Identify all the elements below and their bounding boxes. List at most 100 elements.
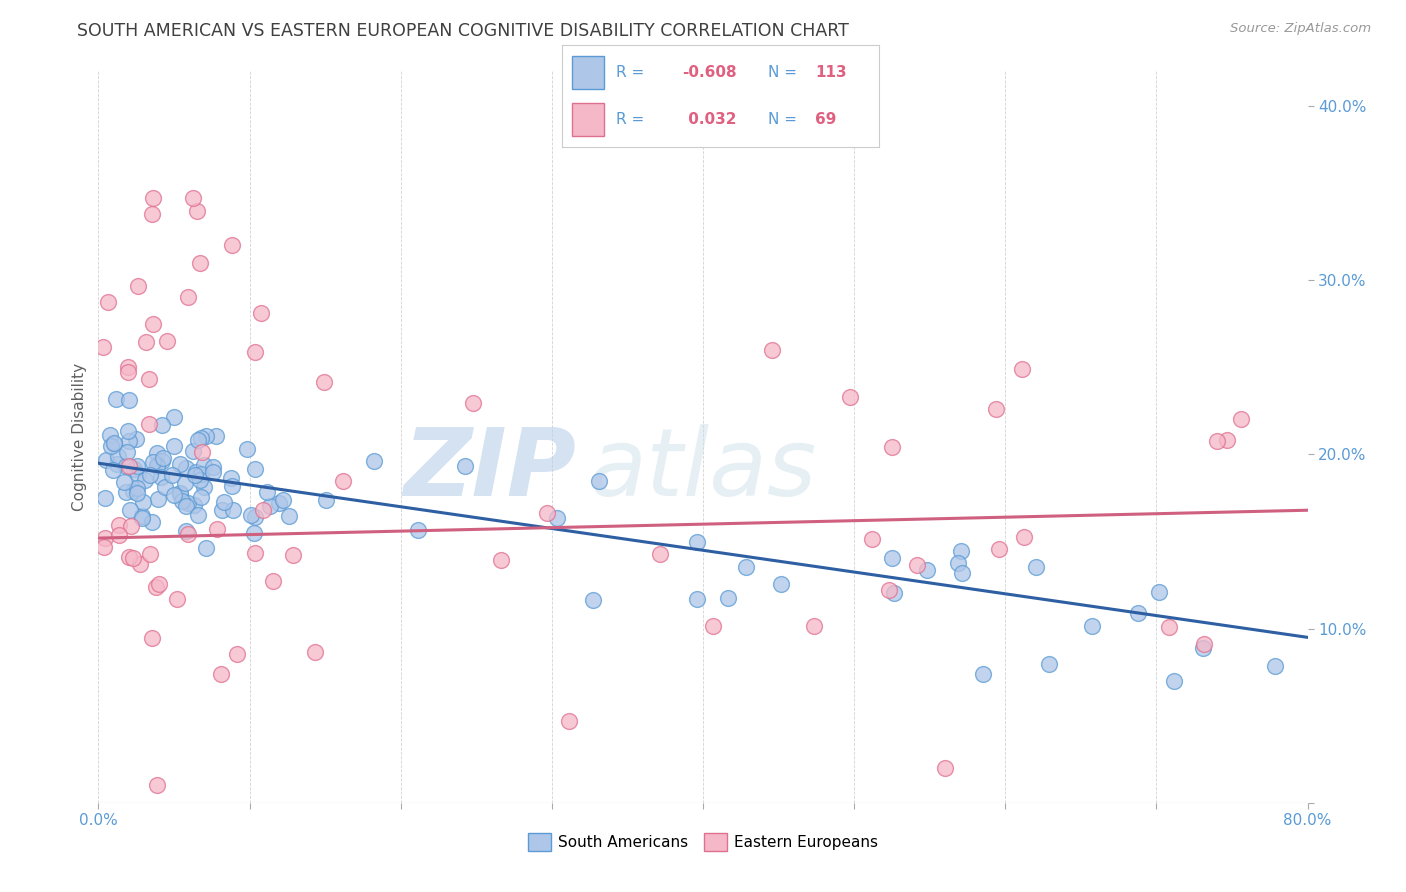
Point [187, 508, 209, 522]
Point [117, 359, 139, 374]
Point [115, 485, 138, 500]
Point [112, 475, 135, 489]
Point [132, 495, 155, 509]
Point [142, 455, 165, 469]
Point [648, 547, 671, 561]
Text: 113: 113 [815, 65, 846, 79]
Point [142, 191, 165, 205]
Point [177, 527, 200, 541]
Point [117, 365, 139, 379]
Point [120, 503, 142, 517]
Point [134, 473, 156, 487]
Text: 69: 69 [815, 112, 837, 127]
Point [187, 433, 209, 447]
Point [145, 580, 167, 594]
Point [181, 444, 204, 458]
Point [686, 535, 709, 549]
Point [186, 204, 208, 219]
Point [172, 494, 194, 508]
Point [934, 762, 956, 776]
Point [988, 542, 1011, 557]
Point [236, 442, 259, 456]
Point [250, 306, 273, 320]
Point [188, 256, 211, 270]
Point [1081, 618, 1104, 632]
Point [163, 487, 186, 501]
Point [91, 340, 114, 354]
Point [181, 190, 204, 204]
Point [146, 778, 169, 792]
Point [1157, 620, 1180, 634]
Point [905, 558, 928, 573]
Point [245, 462, 267, 476]
Text: 0.032: 0.032 [683, 112, 737, 127]
Point [127, 278, 149, 293]
FancyBboxPatch shape [572, 103, 603, 136]
Point [915, 563, 938, 577]
Point [125, 486, 148, 500]
Point [252, 503, 274, 517]
Point [183, 498, 205, 512]
Point [314, 375, 336, 389]
Point [104, 392, 127, 406]
Point [176, 499, 198, 513]
Point [304, 645, 326, 659]
Point [546, 510, 568, 524]
Point [735, 560, 758, 574]
Point [1264, 659, 1286, 673]
Point [193, 458, 215, 472]
Point [769, 577, 792, 591]
Point [332, 474, 354, 488]
Point [141, 631, 163, 645]
Text: R =: R = [616, 112, 644, 127]
Point [122, 550, 145, 565]
Point [256, 484, 278, 499]
Point [489, 553, 512, 567]
Point [239, 508, 262, 522]
Point [205, 522, 228, 536]
Point [118, 392, 141, 407]
Point [98, 428, 121, 442]
Point [717, 591, 740, 605]
Point [118, 434, 141, 449]
Point [221, 470, 243, 484]
Point [1192, 637, 1215, 651]
Point [125, 482, 148, 496]
Point [115, 444, 138, 458]
Point [107, 449, 129, 463]
Point [94, 531, 117, 545]
Point [882, 440, 904, 454]
Point [100, 439, 122, 453]
Point [463, 396, 485, 410]
Point [108, 518, 131, 533]
Point [105, 457, 128, 471]
Point [190, 467, 212, 482]
Point [211, 502, 233, 516]
Point [148, 577, 170, 591]
Point [242, 526, 264, 541]
Point [177, 290, 200, 304]
Point [879, 583, 901, 598]
Text: SOUTH AMERICAN VS EASTERN EUROPEAN COGNITIVE DISABILITY CORRELATION CHART: SOUTH AMERICAN VS EASTERN EUROPEAN COGNI… [77, 22, 849, 40]
Point [582, 593, 605, 607]
Point [1011, 362, 1033, 376]
Point [114, 459, 136, 474]
Point [150, 418, 173, 433]
Point [190, 490, 212, 504]
Point [117, 550, 139, 565]
Point [97, 294, 120, 309]
Point [946, 556, 969, 570]
Point [222, 502, 245, 516]
Point [139, 547, 162, 561]
Point [262, 574, 284, 589]
Point [153, 480, 176, 494]
Point [803, 618, 825, 632]
Point [882, 550, 904, 565]
Text: N =: N = [768, 65, 797, 79]
Point [267, 496, 290, 510]
Point [135, 334, 157, 349]
Text: N =: N = [768, 112, 797, 127]
Point [146, 491, 169, 506]
Point [127, 467, 149, 482]
Point [221, 238, 243, 252]
